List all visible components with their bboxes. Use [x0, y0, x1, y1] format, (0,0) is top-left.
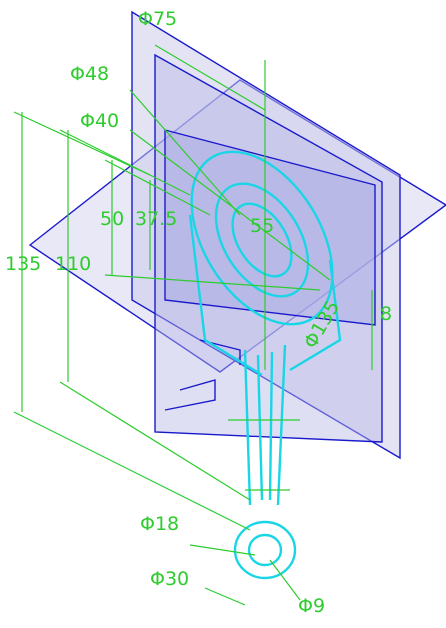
dimension-label: Φ9 [298, 595, 325, 617]
dimension-label: Φ75 [138, 8, 177, 30]
dimension-label: 110 [55, 253, 91, 275]
link [243, 344, 287, 506]
middle-ring [214, 182, 310, 298]
dimension-label: 37.5 [135, 208, 177, 230]
dimension-label: 8 [380, 303, 392, 325]
dimension-label: Φ48 [70, 63, 109, 85]
dimension-label: 50 [100, 208, 124, 230]
dimension-label: Φ18 [140, 513, 179, 535]
dimension-label: 135 [5, 253, 41, 275]
flange [188, 214, 342, 377]
part-geometry [188, 150, 342, 580]
dimension-lines [13, 44, 373, 606]
eye-inner [247, 533, 283, 567]
plane-edge [164, 379, 216, 411]
outer-ring [190, 150, 334, 326]
plane-edge [199, 339, 241, 365]
reference-planes [28, 10, 446, 460]
dimension-label: 55 [250, 215, 274, 237]
dimension-label: Φ40 [80, 110, 119, 132]
eye-outer [233, 520, 297, 580]
inner-ring [231, 202, 293, 278]
dimension-label: Φ30 [150, 568, 189, 590]
